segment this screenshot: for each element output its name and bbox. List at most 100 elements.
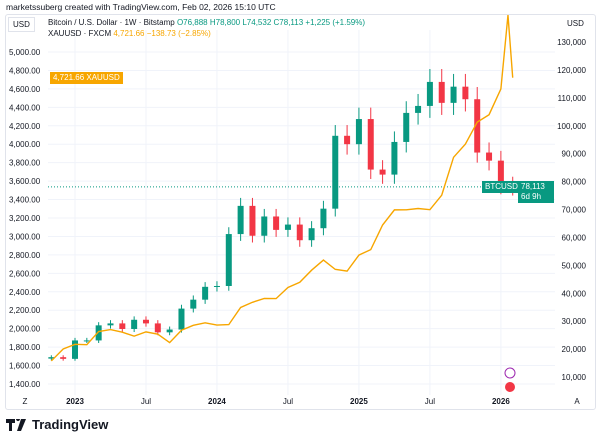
right-axis-tick: 130,000 xyxy=(557,38,586,47)
x-axis-tick: 2026 xyxy=(492,397,510,406)
btc-candle xyxy=(119,323,126,329)
right-currency-label[interactable]: USD xyxy=(563,17,588,30)
gold-price-tag-symbol: XAUUSD xyxy=(86,73,120,82)
x-axis-tick: 2025 xyxy=(350,397,368,406)
btc-candle xyxy=(308,228,315,241)
btc-candle xyxy=(142,319,149,324)
right-axis-tick: 90,000 xyxy=(562,150,587,159)
right-axis-tick: 110,000 xyxy=(558,94,587,103)
right-axis-tick: 80,000 xyxy=(562,178,587,187)
btc-candle xyxy=(284,224,291,230)
btc-candle xyxy=(225,234,232,286)
left-axis-tick: 2,000.00 xyxy=(9,325,41,334)
right-axis-tick: 10,000 xyxy=(562,373,587,382)
btc-series-name: Bitcoin / U.S. Dollar · 1W · Bitstamp xyxy=(48,18,175,27)
btc-price-tag: 78,113 6d 9h xyxy=(518,181,554,203)
left-axis-tick: 4,800.00 xyxy=(9,66,41,75)
btc-candle xyxy=(202,286,209,300)
left-axis-tick: 4,000.00 xyxy=(9,140,41,149)
gold-price-tag: 4,721.66 XAUUSD xyxy=(50,72,123,84)
left-axis-tick: 1,800.00 xyxy=(9,343,41,352)
left-axis-tick: 3,000.00 xyxy=(9,232,41,241)
x-axis-tick: Jul xyxy=(283,397,293,406)
left-axis-tick: 5,000.00 xyxy=(9,48,41,57)
btc-candle xyxy=(415,105,422,113)
btc-candle xyxy=(320,208,327,229)
btc-candle xyxy=(296,224,303,241)
legend-btc[interactable]: Bitcoin / U.S. Dollar · 1W · Bitstamp O7… xyxy=(48,17,365,28)
btc-price-tag-value: 78,113 xyxy=(521,182,545,191)
btc-candle xyxy=(190,299,197,309)
left-axis-tick: 3,600.00 xyxy=(9,177,41,186)
btc-candle-countdown: 6d 9h xyxy=(521,192,542,201)
btc-high: H78,800 xyxy=(209,18,241,27)
logo-text: TradingView xyxy=(32,417,109,432)
btc-candle xyxy=(497,160,504,186)
btc-candle xyxy=(403,112,410,142)
legend-gold[interactable]: XAUUSD · FXCM 4,721.66 −138.73 (−2.85%) xyxy=(48,28,365,39)
btc-candle xyxy=(72,340,78,359)
btc-candle xyxy=(391,141,398,175)
btc-candle xyxy=(261,216,268,236)
btc-candle xyxy=(355,119,362,145)
left-axis-tick: 3,400.00 xyxy=(9,196,41,205)
x-axis-tick: Jul xyxy=(141,397,151,406)
chart-panel[interactable] xyxy=(5,14,596,410)
btc-candle xyxy=(95,325,102,341)
btc-candle xyxy=(154,323,161,333)
left-axis-tick: 3,200.00 xyxy=(9,214,41,223)
x-axis-tick: 2023 xyxy=(66,397,84,406)
btc-candle xyxy=(486,152,493,161)
btc-candle xyxy=(344,135,351,145)
btc-candle xyxy=(60,357,67,359)
btc-candle xyxy=(462,86,469,100)
right-axis-tick: 120,000 xyxy=(557,66,586,75)
left-axis-tick: 4,400.00 xyxy=(9,103,41,112)
gold-series-name: XAUUSD · FXCM xyxy=(48,29,112,38)
btc-candle xyxy=(426,81,433,106)
btc-candle xyxy=(249,205,256,236)
us-flag-icon[interactable] xyxy=(505,382,515,392)
btc-candle xyxy=(379,169,386,175)
left-axis-tick: 4,200.00 xyxy=(9,122,41,131)
x-axis-tick: 2024 xyxy=(208,397,226,406)
btc-symbol-tag: BTCUSD xyxy=(482,181,521,193)
right-axis-tick: 50,000 xyxy=(562,261,587,270)
btc-candle xyxy=(367,119,374,170)
btc-open: O76,888 xyxy=(176,18,208,27)
gold-price: 4,721.66 xyxy=(113,29,145,38)
left-axis-tick: 1,400.00 xyxy=(9,380,41,389)
btc-candle xyxy=(450,86,457,103)
right-axis-tick: 20,000 xyxy=(562,345,587,354)
chart-credit: marketssuberg created with TradingView.c… xyxy=(6,2,276,12)
btc-candle xyxy=(166,329,173,333)
btc-candle xyxy=(332,135,339,209)
btc-low: L74,532 xyxy=(242,18,272,27)
btc-close: C78,113 xyxy=(273,18,304,27)
btc-candle xyxy=(48,357,55,359)
left-axis-tick: 3,800.00 xyxy=(9,159,41,168)
auto-scale-a-button[interactable]: A xyxy=(574,397,580,406)
right-axis-tick: 60,000 xyxy=(562,233,587,242)
right-axis-tick: 100,000 xyxy=(557,122,586,131)
btc-candle xyxy=(474,99,481,153)
right-axis-tick: 70,000 xyxy=(562,206,587,215)
tradingview-logo[interactable]: TradingView xyxy=(6,417,108,432)
btc-candle xyxy=(213,285,220,287)
left-currency-button[interactable]: USD xyxy=(8,17,35,32)
auto-scale-z-button[interactable]: Z xyxy=(23,397,28,406)
btc-change: +1,225 (+1.59%) xyxy=(305,18,366,27)
right-axis-tick: 30,000 xyxy=(562,317,587,326)
btc-candle xyxy=(107,323,114,326)
left-axis-tick: 4,600.00 xyxy=(9,85,41,94)
btc-candle xyxy=(438,81,445,103)
left-axis-tick: 2,200.00 xyxy=(9,306,41,315)
tradingview-logo-icon xyxy=(6,418,26,431)
btc-candle xyxy=(83,340,90,342)
btc-candle xyxy=(237,205,244,235)
left-axis-tick: 2,400.00 xyxy=(9,288,41,297)
btc-candle xyxy=(131,319,138,329)
event-icon[interactable] xyxy=(504,367,516,379)
left-axis-tick: 2,800.00 xyxy=(9,251,41,260)
